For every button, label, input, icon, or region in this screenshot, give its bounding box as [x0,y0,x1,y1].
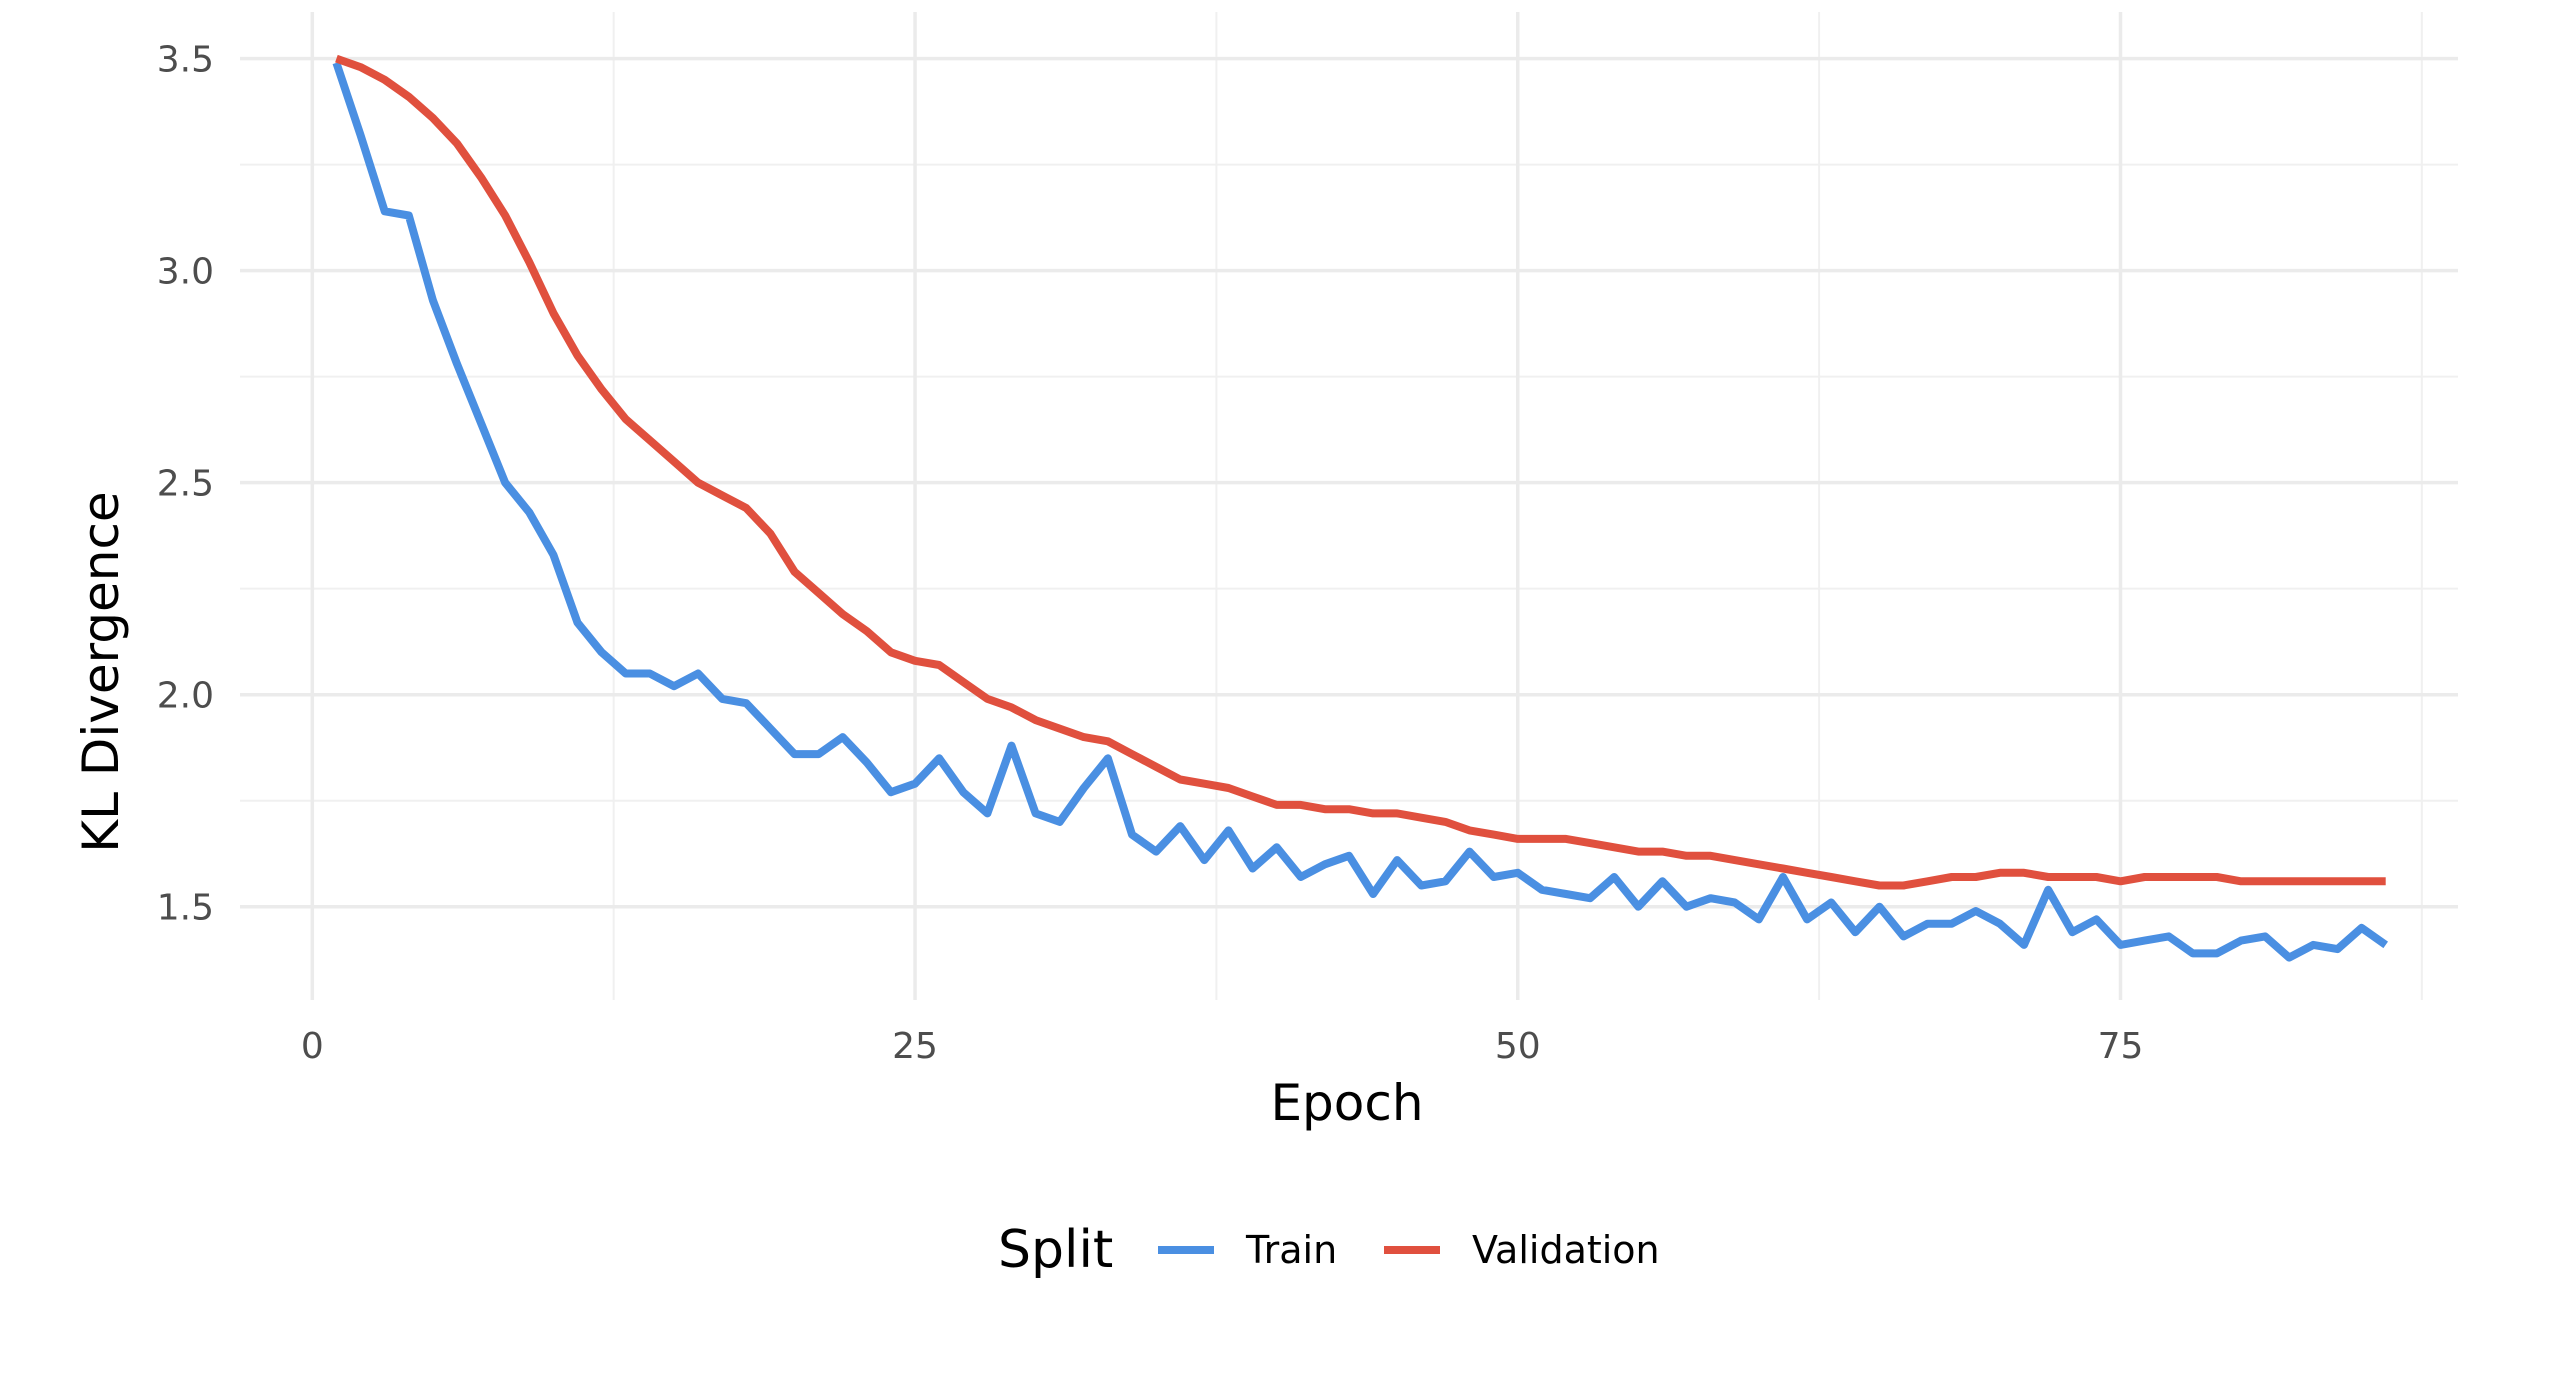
x-tick-label: 0 [301,1026,324,1067]
x-tick-label: 50 [1495,1026,1541,1067]
x-tick-label: 75 [2098,1026,2144,1067]
legend-label-validation: Validation [1472,1228,1660,1272]
legend: Split Train Validation [998,1220,1660,1280]
y-tick-label: 2.5 [157,464,214,505]
series-lines [332,54,2389,962]
y-tick-label: 1.5 [157,888,214,929]
y-tick-label: 3.0 [157,252,214,293]
y-tick-label: 3.5 [157,40,214,81]
series-line-validation [335,54,2386,890]
major-gridlines [240,12,2458,1000]
y-axis-ticks: 1.5 2.0 2.5 3.0 3.5 [157,40,214,929]
series-line-train [332,61,2389,962]
y-axis-title: KL Divergence [72,491,130,852]
minor-gridlines [240,12,2458,1000]
x-axis-title: Epoch [1270,1074,1423,1132]
legend-label-train: Train [1245,1228,1337,1272]
y-tick-label: 2.0 [157,676,214,717]
x-tick-label: 25 [892,1026,938,1067]
x-axis-ticks: 0 25 50 75 [301,1026,2144,1067]
legend-title: Split [998,1220,1113,1280]
